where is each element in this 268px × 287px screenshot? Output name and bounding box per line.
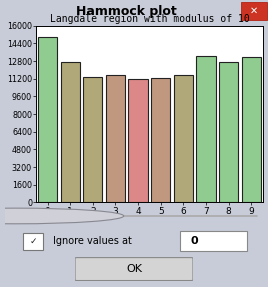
Bar xyxy=(196,56,216,202)
FancyBboxPatch shape xyxy=(23,232,43,250)
FancyBboxPatch shape xyxy=(75,258,193,280)
Text: OK: OK xyxy=(126,263,142,274)
Text: Ignore values at: Ignore values at xyxy=(53,236,132,246)
Bar xyxy=(128,79,148,202)
Bar xyxy=(83,77,102,202)
FancyBboxPatch shape xyxy=(180,231,247,251)
Text: ✕: ✕ xyxy=(250,6,258,15)
Title: Langdale region with modulus of 10: Langdale region with modulus of 10 xyxy=(50,14,249,24)
Bar xyxy=(106,75,125,202)
Text: Hammock plot: Hammock plot xyxy=(76,5,176,18)
Bar xyxy=(174,75,193,202)
Bar xyxy=(219,62,238,202)
Bar xyxy=(38,37,57,202)
Circle shape xyxy=(0,208,124,224)
Bar xyxy=(61,62,80,202)
FancyBboxPatch shape xyxy=(241,2,267,20)
Bar xyxy=(242,57,261,202)
Text: 0: 0 xyxy=(191,236,198,246)
Text: ✓: ✓ xyxy=(29,236,37,246)
Bar xyxy=(151,78,170,202)
